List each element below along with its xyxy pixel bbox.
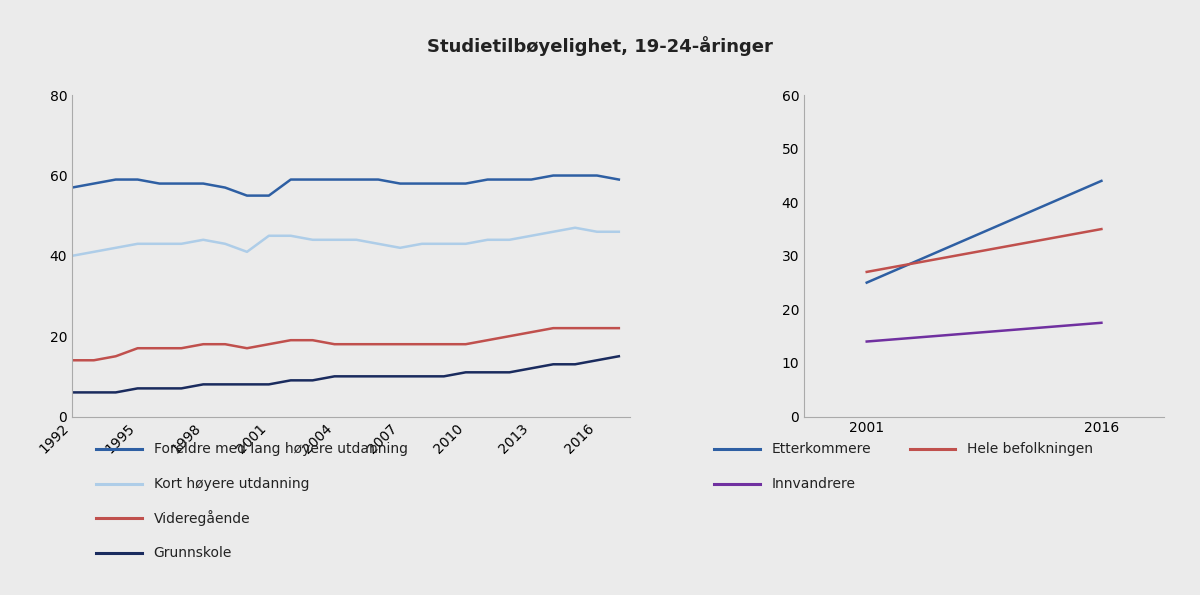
Text: Studietilbøyelighet, 19-24-åringer: Studietilbøyelighet, 19-24-åringer: [427, 36, 773, 56]
Text: Grunnskole: Grunnskole: [154, 546, 232, 560]
Text: Hele befolkningen: Hele befolkningen: [967, 442, 1093, 456]
Text: Innvandrere: Innvandrere: [772, 477, 856, 491]
Text: Kort høyere utdanning: Kort høyere utdanning: [154, 477, 310, 491]
Text: Videregående: Videregående: [154, 511, 251, 526]
Text: Foreldre med lang høyere utdanning: Foreldre med lang høyere utdanning: [154, 442, 408, 456]
Text: Etterkommere: Etterkommere: [772, 442, 871, 456]
